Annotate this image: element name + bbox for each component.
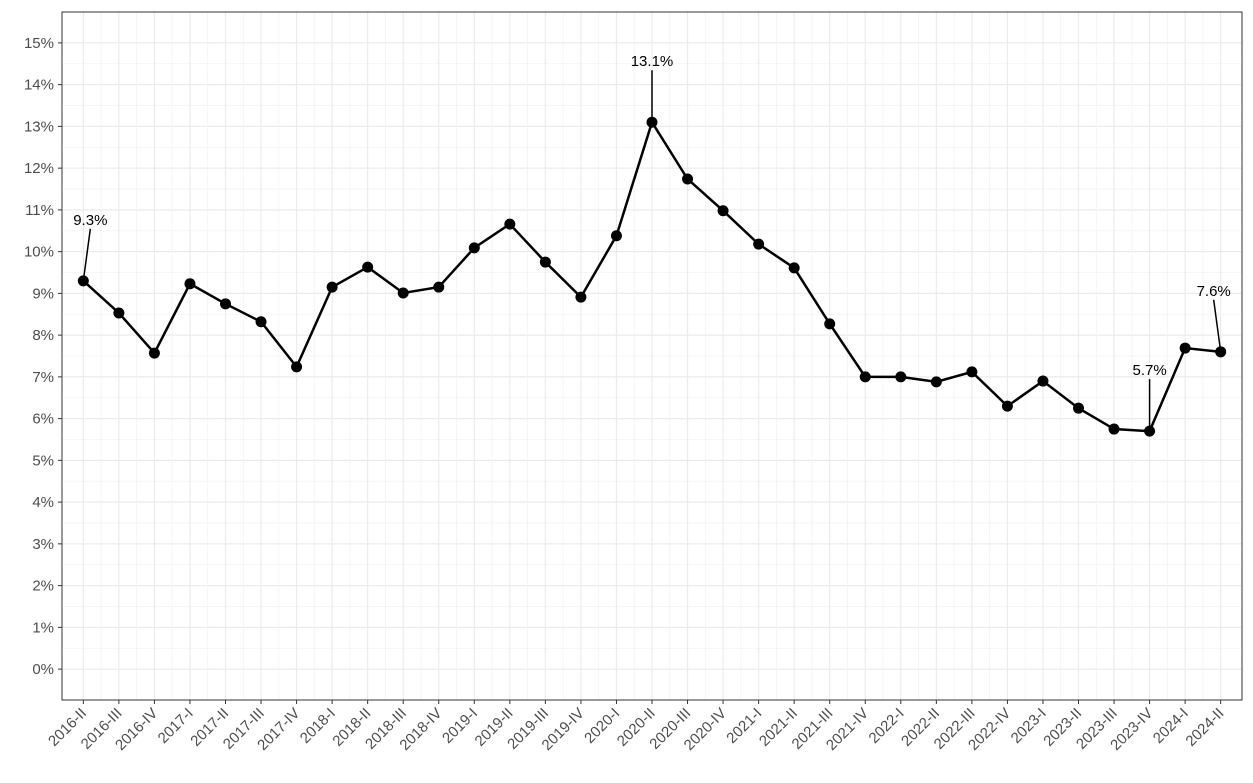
y-tick-label: 5% xyxy=(32,452,54,469)
y-tick-label: 7% xyxy=(32,369,54,386)
y-tick-label: 4% xyxy=(32,494,54,511)
point xyxy=(291,361,303,373)
point xyxy=(397,287,409,299)
label-leader xyxy=(1212,299,1222,352)
y-tick-label: 6% xyxy=(32,411,54,428)
point xyxy=(610,230,622,242)
point xyxy=(824,318,836,330)
point xyxy=(575,291,587,303)
point xyxy=(1108,423,1120,435)
point xyxy=(1179,342,1191,354)
point xyxy=(717,205,729,217)
point xyxy=(184,278,196,290)
point xyxy=(362,261,374,273)
point xyxy=(895,371,907,383)
point xyxy=(433,281,445,293)
point xyxy=(255,316,267,328)
y-tick-label: 15% xyxy=(24,35,54,52)
point xyxy=(966,366,978,378)
y-tick-label: 1% xyxy=(32,619,54,636)
y-tick-label: 10% xyxy=(24,244,54,261)
point xyxy=(148,347,160,359)
point xyxy=(504,218,516,230)
point xyxy=(326,281,338,293)
grid xyxy=(62,12,1242,700)
y-tick-label: 9% xyxy=(32,285,54,302)
value-label: 9.3% xyxy=(73,212,107,229)
point xyxy=(468,242,480,254)
point xyxy=(859,371,871,383)
point xyxy=(753,238,765,250)
label-leader xyxy=(82,228,92,281)
point xyxy=(682,173,694,185)
point xyxy=(539,256,551,268)
point xyxy=(113,307,125,319)
point xyxy=(788,262,800,274)
point xyxy=(1037,375,1049,387)
y-tick-label: 13% xyxy=(24,118,54,135)
y-tick-label: 3% xyxy=(32,536,54,553)
point xyxy=(219,298,231,310)
y-tick-label: 0% xyxy=(32,661,54,678)
y-tick-label: 14% xyxy=(24,77,54,94)
point xyxy=(1073,402,1085,414)
y-tick-label: 8% xyxy=(32,327,54,344)
marks: 9.3% 13.1% 5.7% 7.6% xyxy=(73,53,1231,437)
value-label: 5.7% xyxy=(1132,362,1166,379)
point xyxy=(930,376,942,388)
value-label: 13.1% xyxy=(631,53,674,70)
y-tick-label: 11% xyxy=(25,202,54,219)
y-tick-label: 2% xyxy=(32,578,54,595)
y-tick-label: 12% xyxy=(24,160,54,177)
value-label: 7.6% xyxy=(1197,283,1231,300)
point xyxy=(1001,400,1013,412)
